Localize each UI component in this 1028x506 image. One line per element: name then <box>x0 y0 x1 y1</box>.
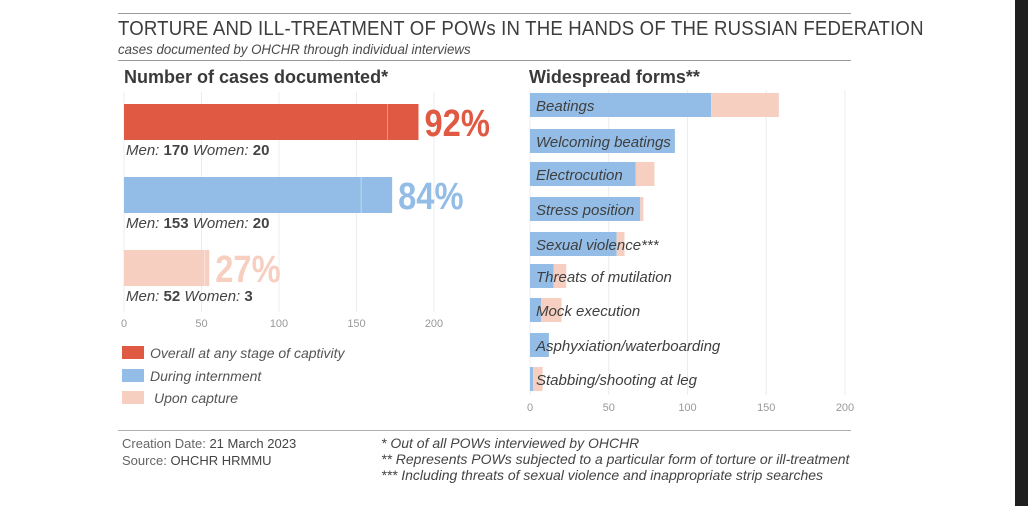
source-label: Source: <box>122 453 167 468</box>
left-x-tick-label: 100 <box>270 318 288 330</box>
left-chart-title: Number of cases documented* <box>124 67 389 87</box>
page-subtitle: cases documented by OHCHR through indivi… <box>118 41 471 57</box>
left-x-tick-label: 200 <box>425 318 443 330</box>
creation-date-label: Creation Date: <box>122 436 206 451</box>
category-label: Stress position <box>536 202 634 219</box>
footnotes: * Out of all POWs interviewed by OHCHR *… <box>381 435 849 483</box>
bar-capture <box>541 298 562 322</box>
bar-caption-part: 170 <box>164 142 193 159</box>
category-label: Welcoming beatings <box>536 134 671 151</box>
bar-caption-part: 20 <box>253 215 270 232</box>
bar-internment <box>530 162 636 186</box>
bar-internment <box>530 367 534 391</box>
bar-internment <box>530 264 554 288</box>
creation-date: Creation Date: 21 March 2023 <box>122 435 296 452</box>
bar-caption-part: 153 <box>164 215 193 232</box>
bar-caption-part: Women: <box>193 215 253 232</box>
bar-capture <box>616 232 625 256</box>
category-label: Electrocution <box>536 167 623 184</box>
bar-women <box>204 250 210 286</box>
bar-caption-part: Women: <box>193 142 253 159</box>
bar-caption-part: Women: <box>184 288 244 305</box>
right-x-tick-label: 200 <box>836 402 854 414</box>
bar-capture <box>711 93 779 117</box>
bar-internment <box>530 298 542 322</box>
bar-men <box>124 104 388 140</box>
percent-label: 27% <box>215 248 280 291</box>
bar-capture <box>553 264 567 288</box>
right-x-tick-label: 50 <box>603 402 615 414</box>
bar-capture <box>533 367 543 391</box>
bar-caption-part: Men: <box>126 288 164 305</box>
bar-caption-part: Men: <box>126 142 164 159</box>
category-label: Asphyxiation/waterboarding <box>535 338 721 355</box>
bar-caption-part: 20 <box>253 142 270 159</box>
bar-men <box>124 177 362 213</box>
bar-capture <box>640 197 644 221</box>
source-value: OHCHR HRMMU <box>170 453 272 468</box>
legend-label-overall: Overall at any stage of captivity <box>150 345 345 361</box>
percent-label: 92% <box>424 102 489 145</box>
percent-label: 84% <box>398 175 463 218</box>
legend-swatch-internment <box>122 369 144 382</box>
right-x-tick-label: 100 <box>678 402 696 414</box>
bar-internment <box>530 333 549 357</box>
category-label: Threats of mutilation <box>536 269 672 286</box>
left-x-tick-label: 50 <box>195 318 207 330</box>
source: Source: OHCHR HRMMU <box>122 452 296 469</box>
bar-internment <box>530 93 712 117</box>
legend-swatch-overall <box>122 346 144 359</box>
footnote-1: * Out of all POWs interviewed by OHCHR <box>381 435 640 451</box>
footnote-3: *** Including threats of sexual violence… <box>381 467 824 483</box>
bar-capture <box>635 162 655 186</box>
footer-rule <box>118 430 851 431</box>
top-rule <box>118 13 851 14</box>
legend-label-internment: During internment <box>150 368 262 384</box>
category-label: Mock execution <box>536 303 640 320</box>
bar-men <box>124 250 205 286</box>
bar-internment <box>530 197 641 221</box>
bar-internment <box>530 129 675 153</box>
footer-meta: Creation Date: 21 March 2023 Source: OHC… <box>122 435 296 469</box>
right-x-tick-label: 150 <box>757 402 775 414</box>
category-label: Beatings <box>536 98 595 115</box>
footnote-2: ** Represents POWs subjected to a partic… <box>381 451 850 467</box>
bar-caption: Men: 170 Women: 20 <box>126 142 269 159</box>
category-label: Sexual violence*** <box>536 237 660 254</box>
right-x-tick-label: 0 <box>527 402 533 414</box>
category-label: Stabbing/shooting at leg <box>536 372 698 389</box>
window-edge-bar <box>1015 0 1028 506</box>
bar-caption: Men: 52 Women: 3 <box>126 288 253 305</box>
page-title: TORTURE AND ILL-TREATMENT OF POWs IN THE… <box>118 18 924 40</box>
bar-women <box>387 104 419 140</box>
left-x-tick-label: 150 <box>347 318 365 330</box>
bar-caption: Men: 153 Women: 20 <box>126 215 269 232</box>
bar-caption-part: 52 <box>164 288 185 305</box>
bar-internment <box>530 232 617 256</box>
legend-label-capture: Upon capture <box>154 390 239 406</box>
bar-caption-part: Men: <box>126 215 164 232</box>
right-chart-title: Widespread forms** <box>529 67 700 87</box>
creation-date-value: 21 March 2023 <box>209 436 297 451</box>
left-x-tick-label: 0 <box>121 318 127 330</box>
legend-swatch-capture <box>122 391 144 404</box>
bar-women <box>361 177 393 213</box>
subtitle-rule <box>118 60 851 61</box>
bar-caption-part: 3 <box>244 288 252 305</box>
